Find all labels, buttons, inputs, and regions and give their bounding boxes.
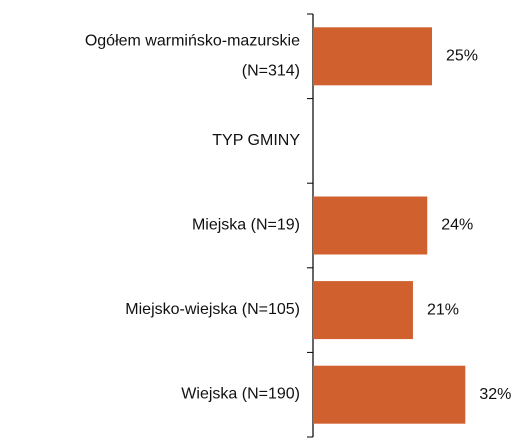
value-label: 25% xyxy=(446,48,478,65)
category-label-line: (N=314) xyxy=(242,63,300,80)
bar xyxy=(313,196,428,255)
value-label: 24% xyxy=(441,217,473,234)
bar xyxy=(313,365,466,424)
category-label: TYP GMINY xyxy=(212,132,300,149)
category-label-line: Wiejska (N=190) xyxy=(181,386,300,403)
bar xyxy=(313,281,413,340)
category-label-line: Ogółem warmińsko-mazurskie xyxy=(85,33,300,50)
category-label-line: Miejska (N=19) xyxy=(192,217,300,234)
category-label: Ogółem warmińsko-mazurskie (N=314) xyxy=(85,33,300,80)
value-label: 21% xyxy=(427,301,459,318)
category-label: Miejsko-wiejska (N=105) xyxy=(125,301,300,318)
bar xyxy=(313,27,432,86)
category-label-line: TYP GMINY xyxy=(212,132,300,149)
category-label: Miejska (N=19) xyxy=(192,217,300,234)
value-label: 32% xyxy=(479,386,511,403)
category-label: Wiejska (N=190) xyxy=(181,386,300,403)
category-label-line: Miejsko-wiejska (N=105) xyxy=(125,301,300,318)
